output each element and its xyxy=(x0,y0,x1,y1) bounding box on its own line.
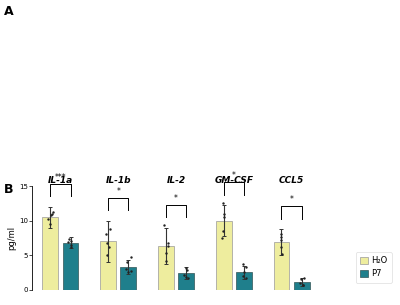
Point xyxy=(128,254,134,259)
Point xyxy=(122,267,129,271)
Text: B: B xyxy=(4,183,14,196)
Point xyxy=(48,213,54,217)
Point xyxy=(300,283,306,288)
Point xyxy=(219,235,225,240)
Bar xyxy=(216,221,232,290)
Point xyxy=(183,266,190,271)
Y-axis label: pg/ml: pg/ml xyxy=(7,226,16,250)
Point xyxy=(278,245,284,250)
Bar xyxy=(158,246,174,290)
Title: IL-1a: IL-1a xyxy=(48,176,73,185)
Point xyxy=(243,275,249,280)
Point xyxy=(67,242,74,247)
Point xyxy=(163,259,170,264)
Point xyxy=(297,281,303,285)
Point xyxy=(46,222,53,227)
Point xyxy=(165,241,172,246)
Point xyxy=(184,267,190,272)
Text: *: * xyxy=(290,195,294,204)
Point xyxy=(161,223,168,228)
Bar xyxy=(62,243,78,290)
Point xyxy=(184,275,191,280)
Point xyxy=(278,231,284,236)
Text: *: * xyxy=(174,194,178,203)
Text: *: * xyxy=(116,187,120,196)
Point xyxy=(104,241,110,246)
Point xyxy=(106,227,113,232)
Point xyxy=(165,243,171,248)
Point xyxy=(220,211,227,216)
Point xyxy=(220,215,227,220)
Point xyxy=(124,260,130,264)
Text: ***: *** xyxy=(54,173,66,182)
Title: CCL5: CCL5 xyxy=(279,176,304,185)
Point xyxy=(301,276,307,281)
Point xyxy=(278,235,284,239)
Point xyxy=(242,265,249,270)
Text: A: A xyxy=(4,5,14,18)
Title: IL-1b: IL-1b xyxy=(105,176,131,185)
Point xyxy=(66,237,72,242)
Point xyxy=(183,274,189,279)
Bar xyxy=(120,267,136,290)
Point xyxy=(279,252,286,257)
Point xyxy=(48,211,55,216)
Point xyxy=(241,270,248,275)
Point xyxy=(181,273,187,278)
Title: GM-CSF: GM-CSF xyxy=(214,176,253,185)
Point xyxy=(125,270,131,275)
Point xyxy=(278,238,284,243)
Point xyxy=(102,232,109,237)
Point xyxy=(298,277,304,282)
Point xyxy=(50,209,56,214)
Point xyxy=(300,282,306,287)
Bar xyxy=(294,282,310,290)
Point xyxy=(68,239,74,244)
Point xyxy=(163,251,169,256)
Text: *: * xyxy=(232,171,236,180)
Point xyxy=(240,274,246,278)
Point xyxy=(65,240,71,245)
Bar xyxy=(178,273,194,290)
Title: IL-2: IL-2 xyxy=(166,176,186,185)
Bar xyxy=(42,217,58,290)
Point xyxy=(67,244,74,249)
Bar xyxy=(236,272,252,290)
Point xyxy=(44,217,51,222)
Point xyxy=(220,228,226,233)
Point xyxy=(220,201,226,206)
Legend: H₂O, P7: H₂O, P7 xyxy=(356,252,392,282)
Point xyxy=(240,261,246,266)
Point xyxy=(128,268,134,273)
Bar xyxy=(274,242,290,290)
Point xyxy=(106,244,112,249)
Bar xyxy=(100,241,116,290)
Point xyxy=(104,253,110,258)
